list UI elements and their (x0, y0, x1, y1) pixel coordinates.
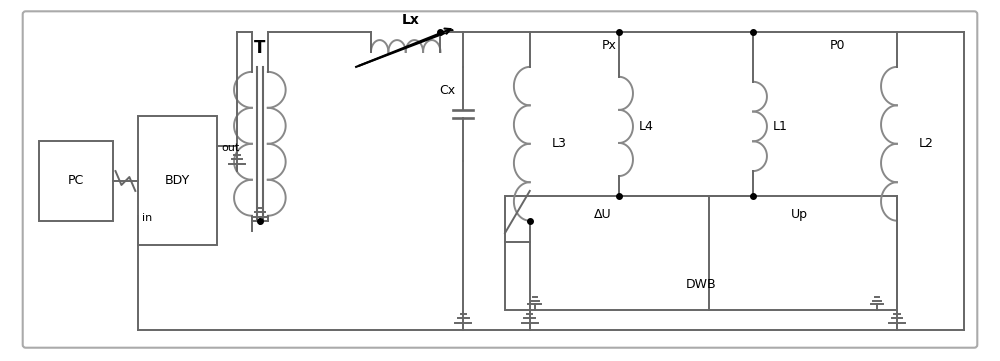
Text: in: in (142, 213, 152, 223)
Text: DWB: DWB (686, 278, 716, 291)
Text: Px: Px (602, 39, 617, 52)
Text: L4: L4 (639, 120, 654, 133)
Bar (39, 141, 113, 221)
Bar (138, 117, 217, 245)
Text: Up: Up (790, 208, 807, 221)
FancyBboxPatch shape (23, 11, 977, 348)
Text: T: T (254, 39, 266, 57)
Text: L3: L3 (552, 137, 566, 150)
Text: Cx: Cx (439, 84, 455, 97)
Bar (505, 196, 897, 310)
Text: ΔU: ΔU (594, 208, 612, 221)
Text: Lx: Lx (402, 13, 420, 27)
Text: PC: PC (68, 174, 84, 187)
Text: P0: P0 (830, 39, 845, 52)
Text: BDY: BDY (165, 174, 190, 187)
Text: L2: L2 (919, 137, 934, 150)
Text: L1: L1 (773, 120, 788, 133)
Text: out: out (221, 143, 239, 153)
